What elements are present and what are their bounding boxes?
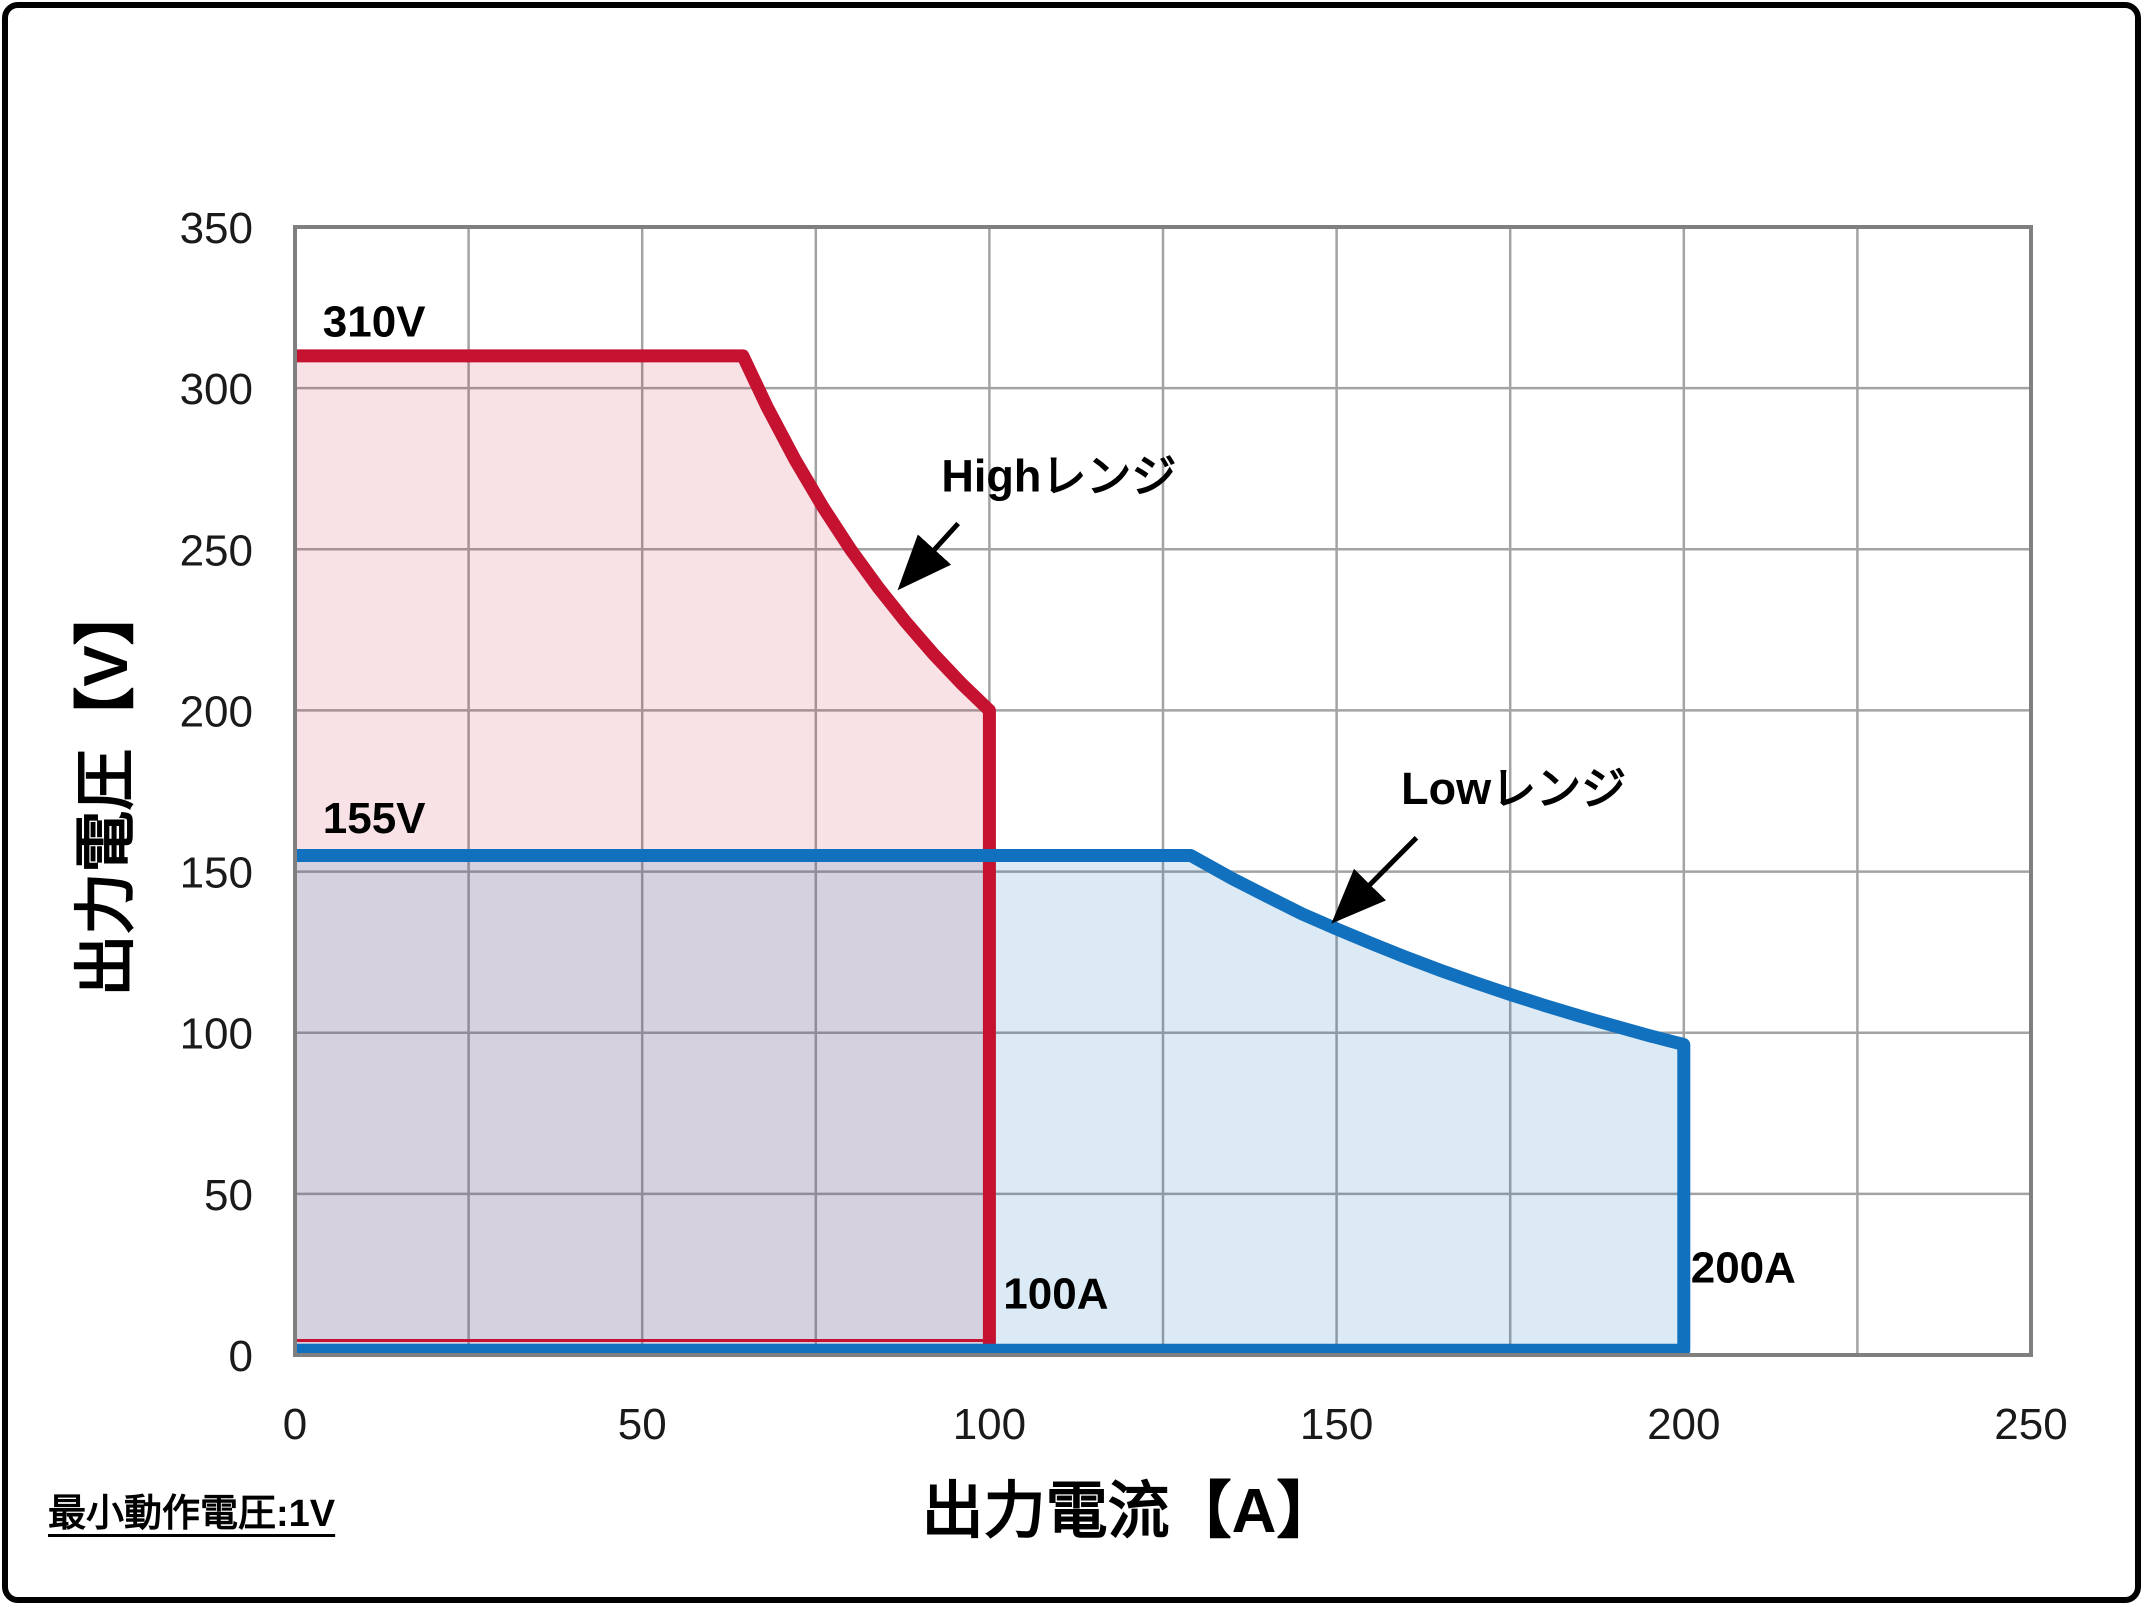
x-tick-label: 200: [1647, 1400, 1720, 1449]
x-tick-label: 250: [1994, 1400, 2067, 1449]
y-tick-label: 350: [180, 204, 253, 253]
range-line-low: [295, 849, 1691, 1357]
label-310v: 310V: [323, 298, 426, 347]
label-low-range: Lowレンジ: [1401, 763, 1626, 814]
y-tick-label: 200: [180, 687, 253, 736]
y-tick-label: 150: [180, 849, 253, 898]
plot-border: [293, 225, 2033, 1357]
y-tick-label: 0: [229, 1332, 253, 1381]
y-tick-label: 100: [180, 1010, 253, 1059]
label-200a: 200A: [1691, 1243, 1796, 1292]
label-high-range: Highレンジ: [941, 450, 1176, 501]
label-100a: 100A: [1003, 1269, 1108, 1318]
arrow-low-range: [1331, 835, 1419, 924]
y-tick-label: 250: [180, 526, 253, 575]
range-line-high: [295, 349, 996, 1351]
x-tick-label: 150: [1300, 1400, 1373, 1449]
x-tick-label: 0: [283, 1400, 307, 1449]
x-tick-label: 50: [618, 1400, 667, 1449]
y-axis-title: 出力電圧【V】: [72, 583, 141, 997]
arrow-high-range: [897, 521, 961, 591]
min-voltage-footnote: 最小動作電圧:1V: [48, 1493, 336, 1535]
y-tick-label: 50: [204, 1171, 253, 1220]
y-tick-label: 300: [180, 365, 253, 414]
x-tick-label: 100: [953, 1400, 1026, 1449]
label-155v: 155V: [323, 794, 426, 843]
x-axis-title: 出力電流【A】: [921, 1477, 1339, 1546]
